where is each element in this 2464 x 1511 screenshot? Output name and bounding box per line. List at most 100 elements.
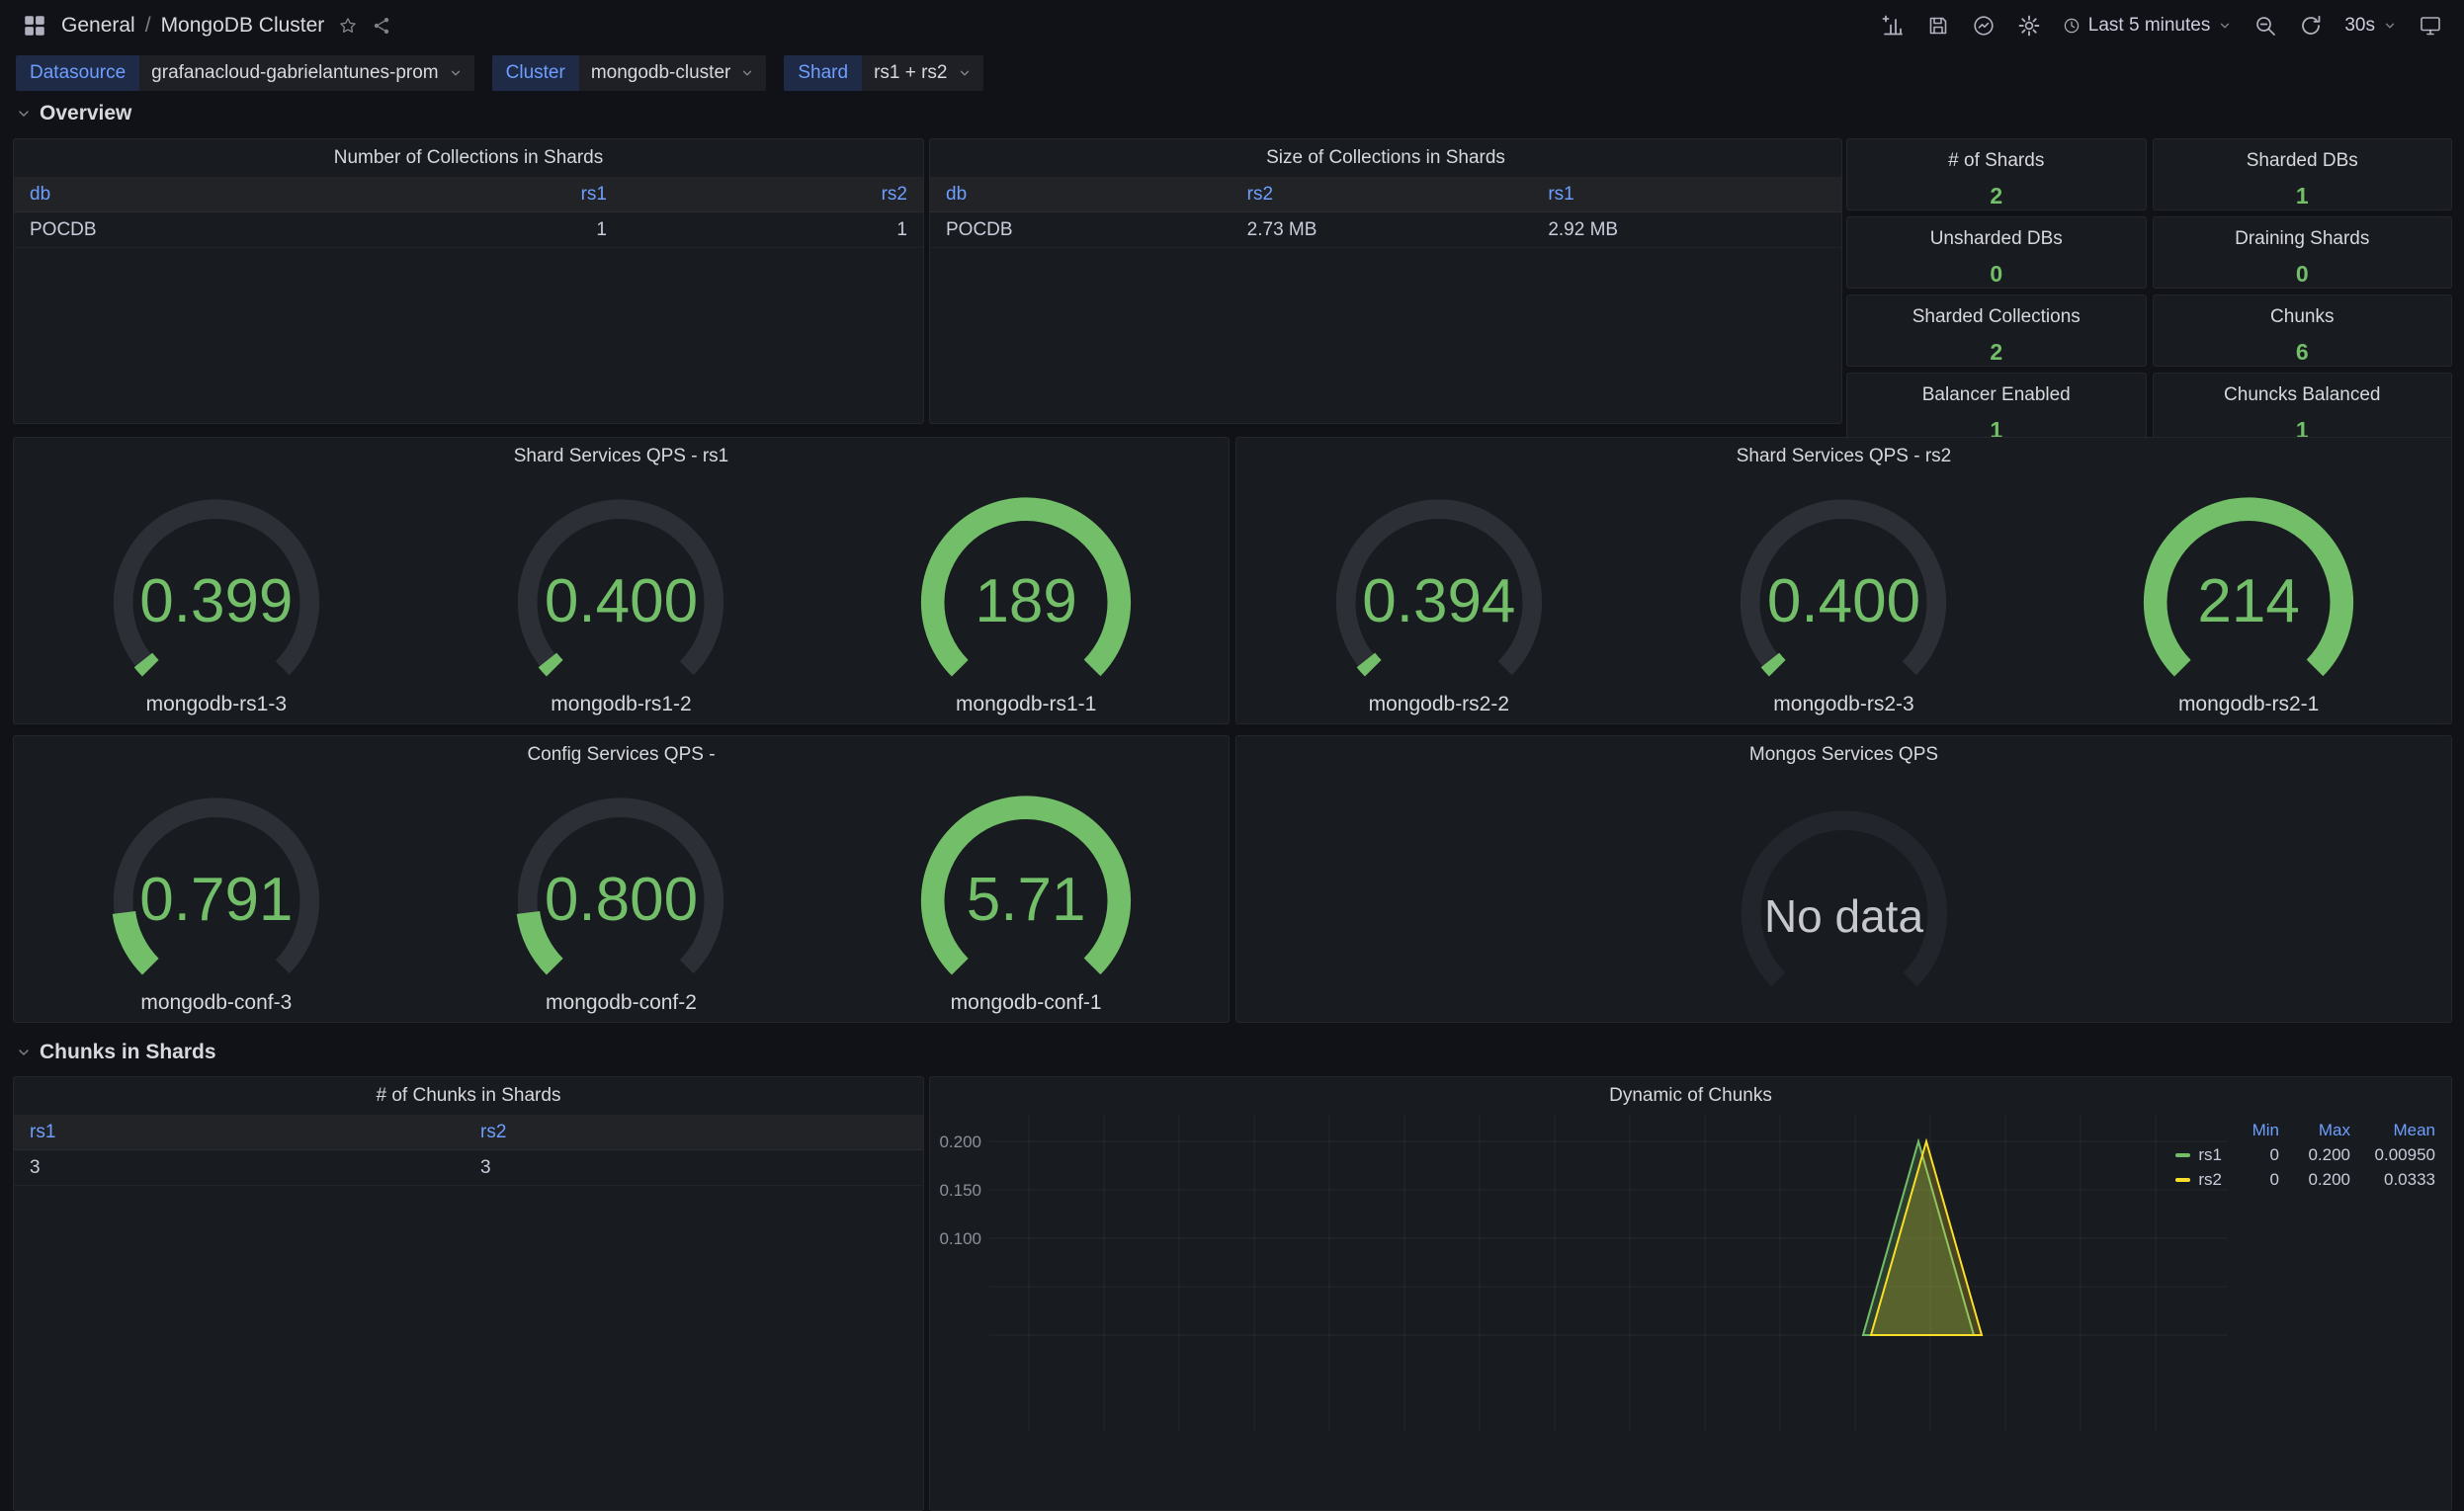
panel-title[interactable]: # of Chunks in Shards [376,1085,561,1106]
variable-label: Datasource [16,55,140,91]
time-range-picker[interactable]: Last 5 minutes [2063,15,2233,37]
cycle-view-icon[interactable] [2419,14,2442,38]
section-title: Overview [40,102,132,125]
grid-lines [989,1115,2228,1431]
cell-db: POCDB [30,218,97,240]
breadcrumb-title[interactable]: MongoDB Cluster [160,14,325,37]
refresh-interval-picker[interactable]: 30s [2344,15,2397,37]
y-axis-tick: 0.100 [939,1229,981,1248]
nav-left: General / MongoDB Cluster [22,13,391,39]
gauge-mongodb-rs1-2: 0.400 mongodb-rs1-2 [491,483,750,716]
gauge-arc [111,497,321,677]
legend-max: 0.200 [2308,1145,2350,1164]
zoom-out-icon[interactable] [2253,14,2277,38]
cell-rs1: 3 [30,1156,41,1178]
gauge-label: mongodb-rs2-1 [2177,692,2320,715]
gauge-row: No data [1236,774,2451,1022]
dashboard-settings-icon[interactable] [2017,14,2041,38]
column-header-rs2[interactable]: rs2 [480,1121,507,1142]
variable-value-dropdown[interactable]: rs1 + rs2 [862,55,983,91]
panel-title[interactable]: Config Services QPS - [527,744,716,765]
panel-title[interactable]: Dynamic of Chunks [1609,1085,1772,1106]
chevron-down-icon [16,1045,32,1060]
gauge-mongodb-conf-2: 0.800 mongodb-conf-2 [491,782,750,1015]
column-header-rs1[interactable]: rs1 [30,1121,56,1142]
stat-value: 2 [1990,183,2003,209]
legend-header-mean[interactable]: Mean [2393,1121,2435,1139]
stat-value: 1 [2295,417,2309,443]
stat-value: 1 [1990,417,2003,443]
breadcrumb-folder[interactable]: General [61,14,135,37]
variable-label: Cluster [491,55,579,91]
cell-db: POCDB [946,218,1013,240]
gauge-arc [516,796,726,975]
legend-min: 0 [2269,1170,2279,1189]
gauge-mongodb-rs1-1: 189 mongodb-rs1-1 [896,483,1155,716]
legend-min: 0 [2269,1145,2279,1164]
gauge-label: mongodb-rs1-3 [145,692,288,715]
panel-title[interactable]: Shard Services QPS - rs2 [1736,446,1952,466]
chevron-down-icon [16,106,32,122]
column-header-rs1[interactable]: rs1 [1548,183,1574,205]
variable-label: Shard [784,55,863,91]
save-dashboard-icon[interactable] [1926,14,1950,38]
column-header-db[interactable]: db [946,183,968,205]
panel-title[interactable]: Mongos Services QPS [1748,744,1939,765]
chevron-down-icon [740,66,754,80]
column-header-rs1[interactable]: rs1 [580,183,607,205]
stat-value: 0 [1990,261,2003,287]
legend-series-rs1[interactable]: rs1 [2175,1145,2222,1165]
gauge-label: mongodb-rs2-2 [1368,692,1510,715]
stat-unsharded-dbs: Unsharded DBs 0 [1846,216,2147,289]
gauge-arc [111,796,321,975]
chevron-down-icon [2218,19,2232,33]
gauge-value: 0.400 [1766,566,1921,635]
share-icon[interactable] [372,16,391,36]
apps-icon[interactable] [22,13,47,39]
section-overview[interactable]: Overview [10,97,137,130]
panel-title[interactable]: Shard Services QPS - rs1 [513,446,729,466]
variable-value-dropdown[interactable]: grafanacloud-gabrielantunes-prom [139,55,474,91]
legend-swatch [2175,1153,2191,1157]
top-nav: General / MongoDB Cluster Last 5 minutes… [0,0,2464,51]
gauge-value: 0.800 [544,865,699,934]
panel-shard-services-qps-rs1: Shard Services QPS - rs1 0.399 mongodb-r… [13,437,1230,724]
refresh-icon[interactable] [2299,14,2323,38]
column-header-rs2[interactable]: rs2 [1246,183,1274,205]
stat-chuncks-balanced: Chuncks Balanced 1 [2152,373,2452,445]
variable-value-dropdown[interactable]: mongodb-cluster [578,55,767,91]
gauge-no-data: No data [1715,795,1974,1002]
gauge-row: 0.399 mongodb-rs1-3 0.400 mongodb-rs1-2 … [14,475,1229,723]
section-chunks-in-shards[interactable]: Chunks in Shards [10,1036,222,1069]
gauge-arc [516,497,726,677]
table-row: POCDB 2.73 MB 2.92 MB [930,212,1841,248]
gauge-value: 189 [975,566,1077,635]
column-header-rs2[interactable]: rs2 [881,183,907,205]
collections-count-table: db rs1 rs2 POCDB 1 1 [14,177,923,248]
stat-value: 6 [2295,339,2309,365]
variable-value: mongodb-cluster [590,62,731,83]
panel-title[interactable]: Size of Collections in Shards [1266,147,1505,168]
legend-series-rs2[interactable]: rs2 [2175,1170,2222,1190]
nav-right: Last 5 minutes 30s [1881,14,2442,38]
star-icon[interactable] [338,16,358,36]
legend-header-min[interactable]: Min [2252,1121,2279,1139]
cell-rs1: 1 [596,218,607,240]
add-panel-icon[interactable] [1881,14,1905,38]
plot-area[interactable] [989,1115,2228,1431]
gauge-label: mongodb-rs1-1 [955,692,1097,715]
cell-rs2: 1 [896,218,907,240]
table-header-row: db rs2 rs1 [930,177,1841,212]
legend-mean: 0.00950 [2374,1145,2435,1164]
gauge-arc [921,497,1132,677]
stat-sharded-collections: Sharded Collections 2 [1846,294,2147,367]
gauge-arc [1333,497,1544,677]
table-header-row: db rs1 rs2 [14,177,923,212]
column-header-db[interactable]: db [30,183,51,205]
insights-icon[interactable] [1972,14,1996,38]
panel-title[interactable]: Number of Collections in Shards [333,147,604,168]
legend-header-max[interactable]: Max [2318,1121,2350,1139]
stat-chunks: Chunks 6 [2152,294,2452,367]
panel-dynamic-of-chunks: Dynamic of Chunks 0.200 0.150 0.100 [929,1076,2452,1511]
gauge-mongodb-rs1-3: 0.399 mongodb-rs1-3 [87,483,346,716]
